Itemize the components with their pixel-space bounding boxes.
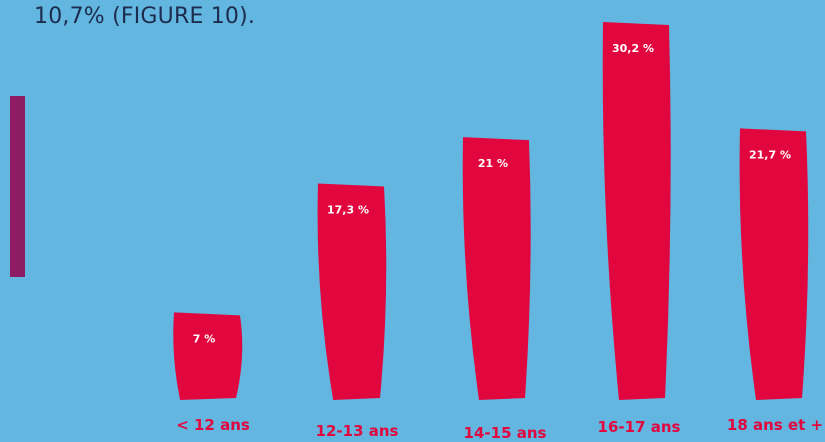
value-label-3: 30,2 % <box>612 42 654 55</box>
category-label-0: < 12 ans <box>176 416 250 434</box>
bar-1 <box>317 183 387 400</box>
bar-2 <box>462 137 531 400</box>
category-label-2: 14-15 ans <box>464 424 547 442</box>
value-label-4: 21,7 % <box>749 148 791 161</box>
bar-0 <box>173 312 243 400</box>
intro-text: 10,7% (FIGURE 10). <box>34 4 256 29</box>
category-label-1: 12-13 ans <box>316 422 399 440</box>
value-label-0: 7 % <box>193 332 216 345</box>
category-label-4: 18 ans et + <box>727 416 823 434</box>
category-label-3: 16-17 ans <box>598 418 681 436</box>
bar-3 <box>602 22 671 400</box>
bar-4 <box>739 128 809 400</box>
value-label-2: 21 % <box>478 157 508 170</box>
value-label-1: 17,3 % <box>327 203 369 216</box>
accent-bar <box>10 96 25 277</box>
